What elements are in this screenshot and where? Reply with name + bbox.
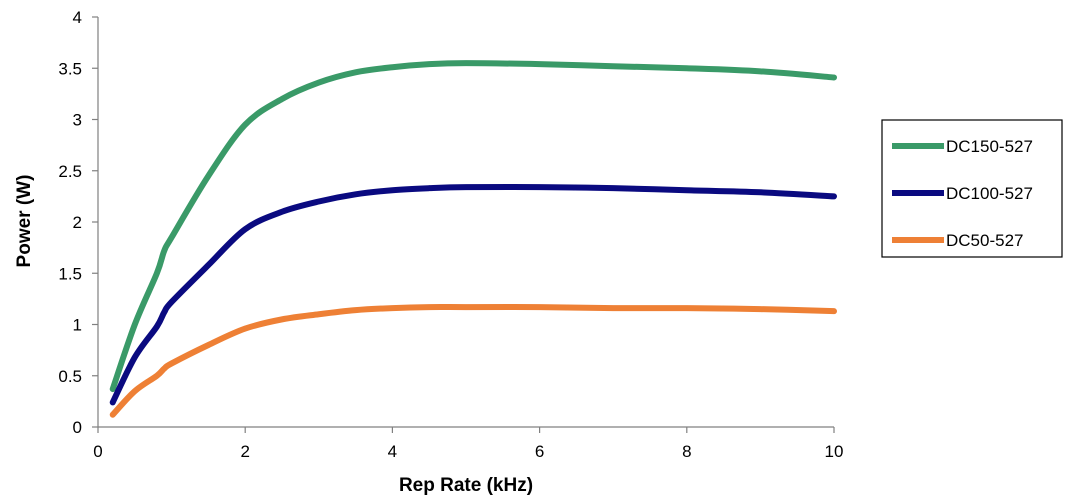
legend-label: DC50-527 (946, 231, 1024, 250)
y-tick-label: 3 (73, 111, 82, 130)
series-line-dc150-527 (109, 60, 837, 393)
y-axis-title-group: Power (W) (14, 175, 35, 268)
y-tick-label: 0.5 (58, 367, 82, 386)
y-tick-label: 2 (73, 213, 82, 232)
x-axis-title: Rep Rate (kHz) (399, 475, 533, 496)
y-tick-label: 2.5 (58, 162, 82, 181)
y-tick-label: 1 (73, 316, 82, 335)
y-tick-label: 4 (73, 8, 82, 27)
y-tick-label: 0 (73, 418, 82, 437)
series-lines (109, 60, 837, 418)
y-tick-label: 1.5 (58, 264, 82, 283)
x-tick-label: 6 (535, 442, 544, 461)
axes: 0 0.5 1 1.5 2 2.5 3 3.5 4 0 2 4 6 8 10 (58, 8, 843, 461)
legend-label: DC150-527 (946, 137, 1033, 156)
legend-box (881, 119, 1063, 258)
series-line-dc100-527 (109, 184, 837, 406)
x-tick-label: 4 (388, 442, 397, 461)
legend-label: DC100-527 (946, 184, 1033, 203)
series-line-dc50-527 (109, 303, 837, 418)
y-tick-label: 3.5 (58, 59, 82, 78)
y-axis-title: Power (W) (14, 175, 35, 268)
legend: DC150-527 DC100-527 DC50-527 (881, 119, 1063, 258)
x-tick-label: 0 (93, 442, 102, 461)
x-tick-label: 2 (240, 442, 249, 461)
x-tick-label: 8 (682, 442, 691, 461)
x-tick-label: 10 (825, 442, 844, 461)
